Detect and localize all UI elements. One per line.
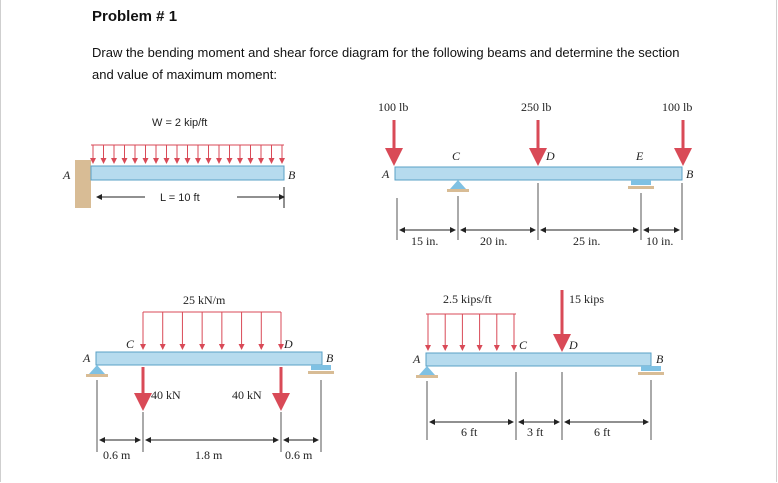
beam2-dim-1: 15 in. <box>411 234 438 248</box>
beam2-dim-2: 20 in. <box>480 234 507 248</box>
beam3-point-load-2: 40 kN <box>232 388 262 402</box>
beam2-roller-ground <box>628 186 654 189</box>
beam3-dim-2: 1.8 m <box>195 448 223 462</box>
beam2-label-e: E <box>635 149 644 163</box>
beam2-figure: 100 lb 250 lb 100 lb A C D E B 15 in. 20… <box>378 100 694 248</box>
beam4-body <box>425 352 652 367</box>
beam4-dim-2: 3 ft <box>527 425 544 439</box>
instruction-text: Draw the bending moment and shear force … <box>92 45 680 82</box>
beam3-pin-support <box>89 365 105 374</box>
beam2-load-3: 100 lb <box>662 100 692 114</box>
beam2-dim-4: 10 in. <box>646 234 673 248</box>
beam4-point-load: 15 kips <box>569 292 604 306</box>
beam4-label-d: D <box>568 338 578 352</box>
problem-title: Problem # 1 <box>92 8 178 25</box>
beam2-label-b: B <box>686 167 694 181</box>
beam4-label-c: C <box>519 338 528 352</box>
beam1-label-b: B <box>288 168 296 182</box>
beam3-label-d: D <box>283 337 293 351</box>
beam4-roller-ground <box>638 372 664 375</box>
beam4-figure: 2.5 kips/ft 15 kips A C D B 6 ft 3 ft 6 … <box>412 290 664 440</box>
beam2-load-2: 250 lb <box>521 100 551 114</box>
beam4-dist-load: 2.5 kips/ft <box>443 292 492 306</box>
beam1-body <box>90 165 285 181</box>
beam4-load-arrows <box>425 314 517 351</box>
beam3-dist-load: 25 kN/m <box>183 293 226 307</box>
beam2-body <box>394 166 683 181</box>
beam2-pin-ground <box>447 189 469 192</box>
beam1-wall <box>75 160 91 208</box>
beam2-dim-ticks <box>396 183 683 240</box>
beam3-load-arrows <box>140 312 284 350</box>
beam4-dim-3: 6 ft <box>594 425 611 439</box>
beam4-label-a: A <box>412 352 421 366</box>
beam4-pin-support <box>419 366 435 375</box>
beam2-label-a: A <box>381 167 390 181</box>
beam3-roller-ground <box>308 371 334 374</box>
beam4-label-b: B <box>656 352 664 366</box>
beam2-label-c: C <box>452 149 461 163</box>
beam2-dim-3: 25 in. <box>573 234 600 248</box>
beam4-roller-support <box>641 366 661 371</box>
beam3-body <box>95 351 323 366</box>
beam3-pin-ground <box>86 374 108 377</box>
beam3-roller-support <box>311 365 331 370</box>
beam3-point-load-1: 40 kN <box>151 388 181 402</box>
beam4-dim-ticks <box>426 372 652 440</box>
beam4-dim-1: 6 ft <box>461 425 478 439</box>
beam3-label-b: B <box>326 351 334 365</box>
beam2-load-1: 100 lb <box>378 100 408 114</box>
beam1-length-label: L = 10 ft <box>160 192 200 204</box>
beam3-label-a: A <box>82 351 91 365</box>
beam4-pin-ground <box>416 375 438 378</box>
beam1-figure: W = 2 kip/ft A B L = 10 ft <box>62 117 296 208</box>
beam2-pin-support <box>450 180 466 189</box>
beam2-roller-support <box>631 180 651 185</box>
beam3-dim-3: 0.6 m <box>285 448 313 462</box>
beam1-label-a: A <box>62 168 71 182</box>
beam3-dim-1: 0.6 m <box>103 448 131 462</box>
beam1-load-arrows <box>90 145 285 164</box>
beam1-load-label: W = 2 kip/ft <box>152 117 207 129</box>
beam2-label-d: D <box>545 149 555 163</box>
beam3-label-c: C <box>126 337 135 351</box>
beam3-dim-ticks <box>96 380 322 452</box>
beam3-figure: 25 kN/m 40 kN 40 kN A C D B 0.6 m 1.8 m … <box>82 293 334 462</box>
